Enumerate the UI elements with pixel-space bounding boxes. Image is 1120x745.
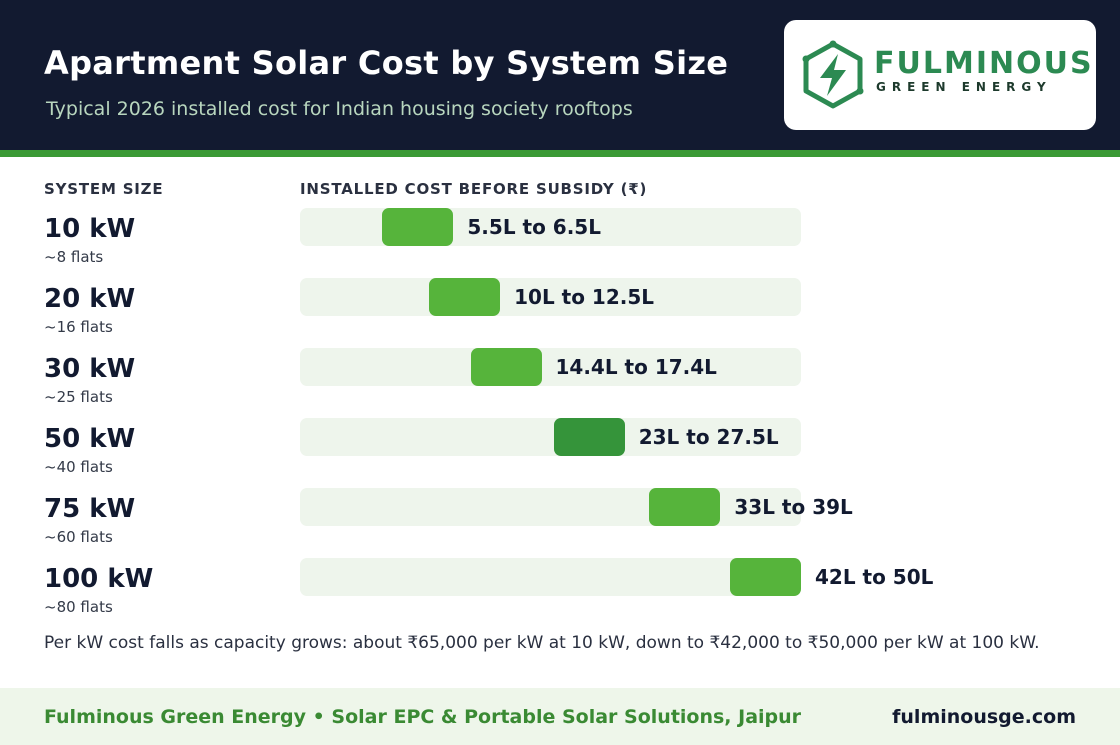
- flat-count-label: ~25 flats: [44, 388, 113, 406]
- bar-track: [300, 348, 801, 386]
- flat-count-label: ~8 flats: [44, 248, 104, 266]
- system-size-label: 20 kW: [44, 284, 136, 314]
- footer-website-link[interactable]: fulminousge.com: [892, 706, 1076, 728]
- cost-range-label: 23L to 27.5L: [638, 425, 779, 449]
- bar-track: [300, 278, 801, 316]
- cost-range-label: 33L to 39L: [734, 495, 853, 519]
- bar-track: [300, 558, 801, 596]
- system-size-label: 10 kW: [44, 214, 136, 244]
- column-header-system-size: SYSTEM SIZE: [44, 180, 164, 198]
- cost-range-bar: [382, 208, 454, 246]
- page-title: Apartment Solar Cost by System Size: [44, 44, 729, 82]
- system-size-label: 100 kW: [44, 564, 154, 594]
- cost-range-label: 42L to 50L: [815, 565, 934, 589]
- flat-count-label: ~80 flats: [44, 598, 113, 616]
- cost-range-bar: [429, 278, 501, 316]
- cost-range-label: 5.5L to 6.5L: [467, 215, 601, 239]
- brand-logo: FULMINOUS GREEN ENERGY: [784, 20, 1096, 130]
- system-size-label: 50 kW: [44, 424, 136, 454]
- chart-footnote: Per kW cost falls as capacity grows: abo…: [44, 633, 1040, 653]
- page-subtitle: Typical 2026 installed cost for Indian h…: [46, 98, 633, 120]
- cost-range-label: 14.4L to 17.4L: [555, 355, 717, 379]
- flat-count-label: ~16 flats: [44, 318, 113, 336]
- logo-wordmark: FULMINOUS: [874, 46, 1094, 81]
- system-size-label: 75 kW: [44, 494, 136, 524]
- flat-count-label: ~40 flats: [44, 458, 113, 476]
- flat-count-label: ~60 flats: [44, 528, 113, 546]
- column-header-installed-cost: INSTALLED COST BEFORE SUBSIDY (₹): [300, 180, 648, 198]
- system-size-label: 30 kW: [44, 354, 136, 384]
- cost-range-label: 10L to 12.5L: [514, 285, 655, 309]
- bar-track: [300, 488, 801, 526]
- cost-range-bar: [649, 488, 721, 526]
- header-banner: Apartment Solar Cost by System Size Typi…: [0, 0, 1120, 150]
- footer-brand-line: Fulminous Green Energy • Solar EPC & Por…: [44, 706, 802, 728]
- logo-tagline: GREEN ENERGY: [876, 80, 1052, 94]
- header-accent-stripe: [0, 150, 1120, 157]
- footer-bar: Fulminous Green Energy • Solar EPC & Por…: [0, 688, 1120, 745]
- lightning-hexagon-logo-icon: [802, 40, 864, 109]
- bar-track: [300, 418, 801, 456]
- cost-range-bar: [553, 418, 625, 456]
- cost-range-bar: [730, 558, 801, 596]
- cost-range-bar: [470, 348, 542, 386]
